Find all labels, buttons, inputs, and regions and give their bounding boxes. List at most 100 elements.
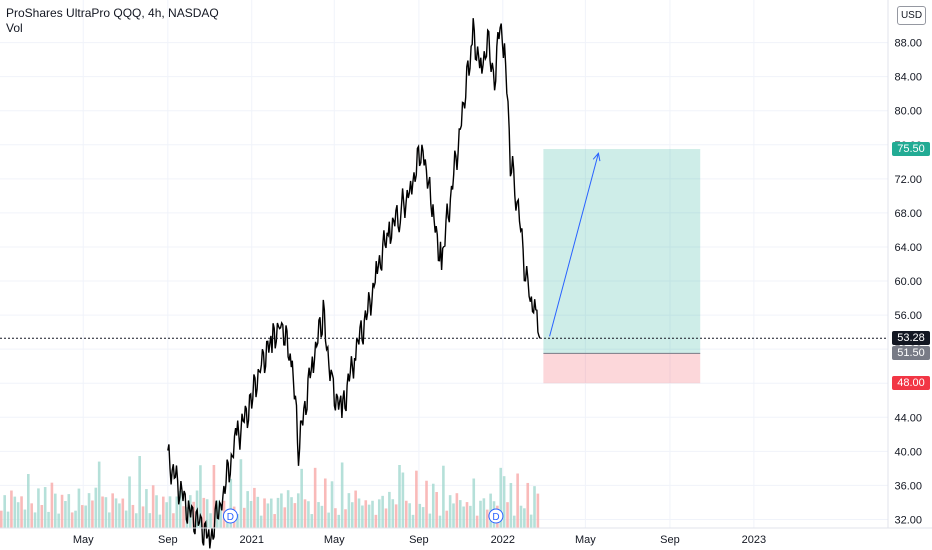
volume-bar <box>439 516 442 528</box>
volume-bar <box>118 503 121 528</box>
volume-bar <box>47 512 50 528</box>
price-tick-label: 72.00 <box>894 174 922 186</box>
volume-bar <box>108 512 111 528</box>
volume-bar <box>418 504 421 528</box>
volume-bar <box>40 505 43 528</box>
volume-bar <box>246 491 249 528</box>
volume-bar <box>169 496 172 528</box>
volume-bar <box>520 506 523 528</box>
chart-title: ProShares UltraPro QQQ, 4h, NASDAQ <box>6 6 219 20</box>
time-tick-label: 2023 <box>742 534 766 546</box>
volume-bar <box>240 459 243 528</box>
volume-bar <box>354 491 357 528</box>
volume-bar <box>378 499 381 528</box>
price-tick-label: 64.00 <box>894 242 922 254</box>
volume-bar <box>408 503 411 528</box>
volume-bar <box>243 508 246 528</box>
volume-bar <box>523 508 526 528</box>
volume-bar <box>385 508 388 528</box>
volume-bar <box>13 497 16 528</box>
volume-bar <box>44 487 47 528</box>
volume-bar <box>327 513 330 528</box>
volume-bar <box>98 462 101 528</box>
volume-bar <box>388 492 391 528</box>
volume-bar <box>287 490 290 528</box>
volume-bar <box>415 471 418 528</box>
volume-bar <box>94 488 97 528</box>
volume-bar <box>250 501 253 528</box>
volume-bar <box>84 506 87 528</box>
volume-bar <box>81 505 84 528</box>
time-tick-label: Sep <box>158 534 178 546</box>
volume-bar <box>348 493 351 528</box>
price-tick-label: 44.00 <box>894 412 922 424</box>
volume-bar <box>513 516 516 528</box>
volume-bar <box>260 516 263 528</box>
volume-bar <box>483 498 486 528</box>
volume-bar <box>142 506 145 528</box>
volume-bar <box>364 500 367 528</box>
volume-bar <box>283 507 286 528</box>
price-tick-label: 40.00 <box>894 446 922 458</box>
currency-button[interactable]: USD <box>897 6 926 25</box>
volume-bar <box>486 510 489 528</box>
volume-bar <box>10 491 13 528</box>
volume-bar <box>3 495 6 528</box>
volume-bar <box>310 514 313 528</box>
volume-bar <box>452 503 455 528</box>
volume-bar <box>429 514 432 528</box>
volume-bar <box>459 500 462 528</box>
volume-bar <box>361 506 364 529</box>
volume-bar <box>445 511 448 528</box>
volume-bar <box>165 502 168 528</box>
volume-bar <box>253 488 256 528</box>
volume-bar <box>344 509 347 528</box>
volume-bar <box>71 512 74 528</box>
volume-bar <box>442 466 445 528</box>
volume-bar <box>337 515 340 528</box>
volume-bar <box>270 499 273 528</box>
volume-bar <box>321 506 324 528</box>
volume-bar <box>530 515 533 528</box>
volume-bar <box>34 512 37 528</box>
volume-bar <box>331 481 334 528</box>
volume-bar <box>267 503 270 528</box>
volume-bar <box>132 505 135 528</box>
volume-bar <box>162 497 165 528</box>
volume-bar <box>398 465 401 528</box>
volume-bar <box>182 506 185 528</box>
price-axis[interactable]: 88.0084.0080.0076.0072.0068.0064.0060.00… <box>894 38 922 527</box>
volume-bar <box>405 501 408 528</box>
price-tick-label: 68.00 <box>894 208 922 220</box>
long-position-tool[interactable] <box>543 149 700 383</box>
volume-bar <box>412 515 415 528</box>
volume-bar <box>148 513 151 528</box>
volume-bar <box>280 493 283 528</box>
volume-bar <box>7 512 10 528</box>
volume-bar <box>175 497 178 529</box>
volume-bar <box>510 483 513 528</box>
volume-bar <box>111 493 114 528</box>
volume-bar <box>351 502 354 528</box>
price-line <box>168 18 540 548</box>
volume-bar <box>324 479 327 529</box>
price-tick-label: 84.00 <box>894 72 922 84</box>
volume-bar <box>64 501 67 528</box>
volume-bar <box>304 499 307 528</box>
time-tick-label: May <box>73 534 94 546</box>
volume-bar <box>307 501 310 528</box>
time-axis[interactable]: May Sep 2021 May Sep 2022 May Sep 2023 <box>73 534 766 546</box>
volume-bar <box>20 496 23 528</box>
volume-bar <box>115 498 118 528</box>
volume-bar <box>51 483 54 528</box>
entry-price-tag: 51.50 <box>892 346 930 360</box>
dividend-marker-label: D <box>492 512 499 523</box>
profit-zone <box>543 149 700 353</box>
volume-bar <box>402 473 405 528</box>
volume-bar <box>155 495 158 528</box>
volume-bar <box>516 474 519 528</box>
volume-bar <box>159 515 162 528</box>
price-tick-label: 80.00 <box>894 106 922 118</box>
volume-bar <box>297 493 300 528</box>
